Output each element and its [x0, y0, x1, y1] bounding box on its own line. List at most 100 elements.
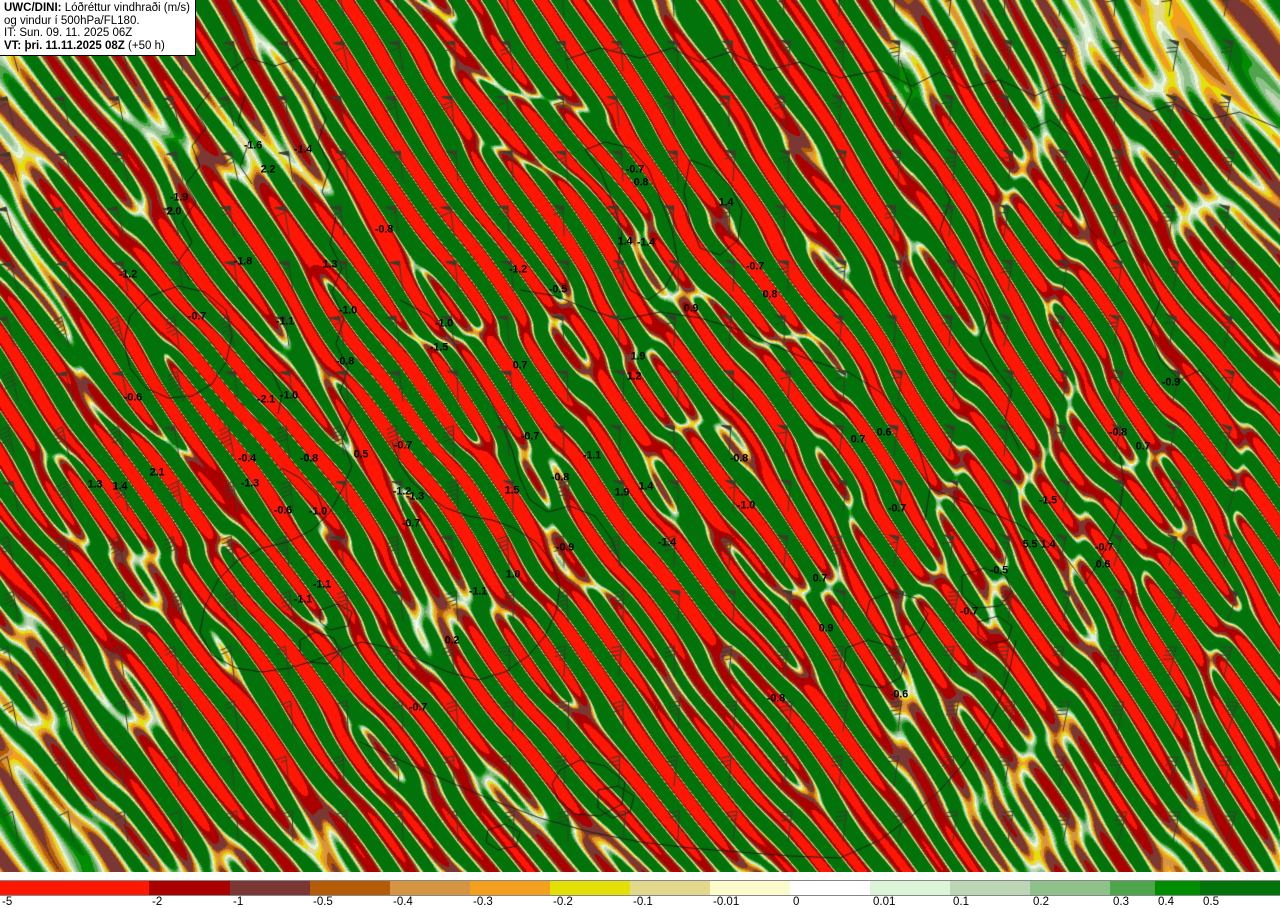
contour-value-label: -2.1 — [256, 393, 276, 406]
colorbar-band — [149, 881, 230, 895]
contour-value-label: -0.8 — [374, 223, 394, 236]
contour-value-label: -1.5 — [1038, 494, 1058, 507]
contour-value-label: -0.9 — [1161, 376, 1181, 389]
colorbar-band — [1200, 881, 1280, 895]
contour-value-label: -1.1 — [293, 593, 313, 606]
contour-value-label: -0.4 — [237, 452, 257, 465]
contour-value-label: -1.4 — [657, 536, 677, 549]
map-canvas-area[interactable]: -1.6 2.2 -1.4 -1.9 2.0 -1.8 1.3 -1.2 -0.8 -1.2 -0.… — [0, 0, 1280, 872]
init-time-line: IT: Sun. 09. 11. 2025 06Z — [4, 27, 133, 40]
colorbar-tick: -0.01 — [713, 896, 740, 908]
contour-value-label: 0.7 — [512, 359, 528, 372]
contour-value-label: 1.4 — [112, 480, 128, 493]
contour-value-label: -0.8 — [335, 355, 355, 368]
contour-value-label: -0.8 — [550, 471, 570, 484]
valid-time-bold: VT: þri. 11.11.2025 08Z — [4, 39, 125, 52]
wind-barb-overlay — [0, 0, 1280, 872]
contour-value-label: -0.8 — [1108, 426, 1128, 439]
contour-value-label: -0.6 — [889, 688, 909, 701]
valid-time-offset: (+50 h) — [124, 39, 165, 52]
colorbar-band — [470, 881, 550, 895]
contour-value-label: -1.5 — [429, 341, 449, 354]
contour-value-label: -0.7 — [625, 163, 645, 176]
contour-value-label: 0.8 — [633, 176, 649, 189]
contour-value-label: -1.0 — [434, 317, 454, 330]
colorbar-tick: 0 — [793, 896, 800, 908]
colorbar-band — [870, 881, 950, 895]
contour-value-label: 1.4 — [1040, 538, 1056, 551]
contour-value-label: -0.7 — [393, 439, 413, 452]
contour-value-label: -1.0 — [308, 505, 328, 518]
contour-value-label: -0.7 — [408, 701, 428, 714]
colorbar-tick: -0.5 — [313, 896, 333, 908]
contour-value-label: -1.0 — [279, 389, 299, 402]
colorbar-tick: -0.4 — [393, 896, 413, 908]
contour-value-label: -0.8 — [729, 452, 749, 465]
contour-value-label: -0.9 — [555, 541, 575, 554]
colorbar-tick-labels: -5 -2 -1 -0.5 -0.4 -0.3 -0.2 -0.1 -0.01 0 0.01 0.1 0… — [0, 896, 1280, 908]
contour-value-label: -0.7 — [401, 517, 421, 530]
contour-value-label: 2.0 — [166, 205, 182, 218]
contour-value-label: 2.2 — [260, 163, 276, 176]
contour-value-label: -1.1 — [312, 578, 332, 591]
contour-value-label: -1.9 — [169, 191, 189, 204]
colorbar-tick: -0.1 — [633, 896, 653, 908]
colorbar-tick: -2 — [152, 896, 163, 908]
contour-value-label: -0.5 — [548, 283, 568, 296]
contour-value-label: -0.6 — [123, 391, 143, 404]
title-line-2: og vindur í 500hPa/FL180. — [4, 14, 140, 27]
colorbar-band — [310, 881, 390, 895]
contour-value-label: 0.9 — [818, 622, 834, 635]
colorbar-tick: 0.4 — [1158, 896, 1174, 908]
contour-value-label: -1.8 — [233, 255, 253, 268]
colorbar-band — [630, 881, 710, 895]
contour-value-label: -1.2 — [118, 268, 138, 281]
contour-value-label: 1.5 — [504, 484, 520, 497]
contour-value-label: 1.4 — [617, 235, 633, 248]
colorbar: -5 -2 -1 -0.5 -0.4 -0.3 -0.2 -0.1 -0.01 0 0.01 0.1 0… — [0, 872, 1280, 908]
colorbar-band — [0, 881, 149, 895]
contour-value-label: -0.7 — [887, 502, 907, 515]
contour-value-label: 5.5 — [1022, 538, 1038, 551]
contour-value-label: -1.3 — [240, 477, 260, 490]
contour-value-label: 0.7 — [812, 572, 828, 585]
contour-value-label: -1.1 — [582, 449, 602, 462]
colorbar-tick: 0.01 — [873, 896, 896, 908]
colorbar-band — [550, 881, 630, 895]
colorbar-band — [1155, 881, 1200, 895]
colorbar-tick: -5 — [2, 896, 13, 908]
colorbar-band — [790, 881, 870, 895]
colorbar-band — [710, 881, 790, 895]
contour-value-label: 1.4 — [718, 196, 734, 209]
contour-value-label: 0.7 — [850, 433, 866, 446]
contour-value-label: -0.8 — [766, 692, 786, 705]
contour-value-label: -1.3 — [405, 490, 425, 503]
colorbar-band — [950, 881, 1030, 895]
contour-value-label: -0.7 — [959, 605, 979, 618]
colorbar-tick: -1 — [233, 896, 244, 908]
colorbar-band — [1030, 881, 1110, 895]
colorbar-tick: 0.1 — [953, 896, 969, 908]
contour-value-label: -1.0 — [338, 304, 358, 317]
contour-value-label: -0.6 — [273, 504, 293, 517]
contour-value-label: -0.5 — [989, 564, 1009, 577]
title-line-1: UWC/DINI: Lóðréttur vindhraði (m/s) — [4, 2, 190, 15]
contour-value-label: 0.6 — [1095, 558, 1111, 571]
contour-value-label: -0.7 — [187, 310, 207, 323]
contour-value-label: 1.0 — [505, 568, 521, 581]
contour-value-label: -1.1 — [275, 315, 295, 328]
colorbar-tick: -0.3 — [473, 896, 493, 908]
contour-value-label: 1.4 — [638, 480, 654, 493]
contour-value-label: 0.9 — [683, 302, 699, 315]
contour-value-label: -1.2 — [392, 485, 412, 498]
contour-value-label: -1.4 — [636, 236, 656, 249]
contour-value-label: -0.7 — [1094, 541, 1114, 554]
colorbar-tick: 0.3 — [1113, 896, 1129, 908]
colorbar-bands — [0, 880, 1280, 896]
title-line-1-rest: Lóðréttur vindhraði (m/s) — [61, 2, 190, 14]
contour-value-label: 0.7 — [1135, 440, 1151, 453]
colorbar-tick: 0.2 — [1033, 896, 1049, 908]
contour-value-label: -1.4 — [293, 143, 313, 156]
contour-value-label: 1.3 — [322, 258, 338, 271]
